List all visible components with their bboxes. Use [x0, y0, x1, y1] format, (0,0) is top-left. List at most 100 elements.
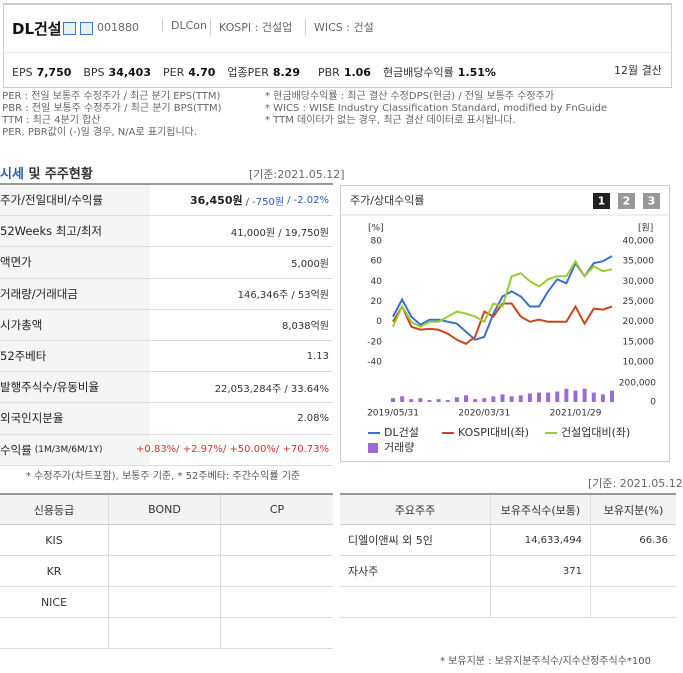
y2-tick-label: 40,000 [623, 237, 655, 247]
cell: 디엘이앤씨 외 5인 [340, 525, 490, 556]
row-value: +0.83%/ +2.97%/ +50.00%/ +70.73% [136, 435, 333, 466]
title-b: 및 주주현황 [23, 167, 93, 182]
cell [0, 618, 108, 649]
header-cell: 주요주주 [340, 495, 490, 525]
row-label: 52Weeks 최고/최저 [0, 216, 150, 248]
x-tick-label: 2019/05/31 [367, 409, 419, 419]
cell [108, 587, 220, 618]
page-button-label[interactable]: 2 [623, 195, 631, 208]
fiscal: 12월 결산 [614, 64, 662, 77]
title-a: 시세 [0, 167, 24, 182]
note: * PER : 전일 보통주 수정주가 / 최근 분기 EPS(TTM) [0, 91, 221, 102]
volume-bar [445, 400, 450, 402]
note: * PBR : 전일 보통주 수정주가 / 최근 분기 BPS(TTM) [0, 103, 222, 114]
divider [3, 52, 670, 53]
chart: 주가/상대수익률 1 2 3 [%] [원] -40 -20 0 20 40 60 80 10,000 15… [340, 185, 670, 462]
header-cell: 신용등급 [0, 495, 108, 525]
cell [590, 587, 676, 618]
volume-bar [391, 398, 395, 402]
icon[interactable] [80, 22, 93, 35]
cell [590, 556, 676, 587]
volume-bar [600, 394, 605, 402]
cell: 371 [490, 556, 590, 587]
date: [기준:2021.05.12] [249, 168, 345, 181]
x-tick-label: 2020/03/31 [458, 409, 510, 419]
page-button [643, 193, 660, 209]
footer: * 보유지분 : 보유지분주식수/지수산정주식수*100 [440, 656, 651, 667]
volume-bar [582, 388, 587, 402]
row-sub: (1M/3M/6M/1Y) [34, 444, 103, 455]
volume-bar [436, 399, 441, 402]
chart-border [340, 185, 670, 462]
volume-bar [464, 395, 468, 402]
volume-bar [537, 392, 541, 402]
note: * WICS : WISE Industry Classification St… [265, 103, 608, 114]
volume-bar [610, 390, 614, 402]
v-tick-label: 200,000 [619, 379, 656, 389]
cell [108, 556, 220, 587]
row-value: 2.08% [150, 403, 333, 435]
note: * PER, PBR값이 (-)일 경우, N/A로 표기됩니다. [0, 127, 198, 138]
wics: WICS : 건설 [305, 19, 374, 35]
y-tick-label: -40 [367, 358, 382, 368]
value-part: / -750원 [245, 196, 285, 208]
volume-bar [591, 392, 596, 402]
y2-tick-label: 15,000 [623, 337, 655, 347]
volume-bar [527, 393, 532, 402]
volume-bar [482, 398, 487, 402]
row-value: 22,053,284주 / 33.64% [150, 372, 333, 404]
rule [0, 183, 333, 185]
y-tick-label: 40 [371, 277, 383, 287]
header-cell: 보유지분(%) [590, 495, 676, 525]
y-axis-label: [%] [368, 224, 384, 234]
metric-value: 1.51% [457, 66, 496, 79]
y2-axis-label: [원] [638, 223, 653, 234]
metric-value: 4.70 [188, 66, 216, 79]
note: * 현금배당수익률 : 최근 결산 수정DPS(현금) / 전일 보통주 수정주… [265, 91, 555, 102]
row-value: 5,000원 [150, 247, 333, 279]
volume-bar [473, 399, 478, 402]
legend-label: 거래량 [384, 441, 414, 454]
volume-bar [518, 395, 523, 402]
y-tick-label: 60 [371, 257, 383, 267]
value-part: 1.13 [306, 350, 329, 362]
y-tick-label: 20 [371, 297, 383, 307]
metric-value: 1.06 [343, 66, 371, 79]
stock-code: 001880 [97, 21, 139, 34]
page-button-label[interactable]: 1 [598, 195, 606, 208]
cell: 66.36 [590, 525, 676, 556]
metric-value: 34,403 [108, 66, 151, 79]
volume-bar [564, 388, 569, 402]
row-label: 주가/전일대비/수익률 [0, 185, 150, 217]
page-button-label[interactable]: 3 [648, 195, 656, 208]
v-tick-label: 0 [650, 398, 656, 408]
legend-swatch [368, 443, 378, 453]
icon[interactable] [63, 22, 76, 35]
volume-bar [427, 400, 432, 402]
value-part: 22,053,284주 / 33.64% [214, 383, 329, 395]
row-label: 52주베타 [0, 341, 150, 373]
row-label: 시가총액 [0, 309, 150, 341]
volume-bar [454, 397, 459, 402]
y2-tick-label: 25,000 [623, 297, 655, 307]
notes-left: * PER : 전일 보통주 수정주가 / 최근 분기 EPS(TTM) * PB… [0, 91, 222, 139]
section-title: 시세 및 주주현황 [0, 163, 93, 182]
lower-date: [기준: 2021.05.12] [588, 477, 683, 490]
value-part: 5,000원 [291, 258, 329, 270]
page-button [618, 193, 635, 209]
metric-value: 7,750 [36, 66, 72, 79]
row-label: 발행주식수/유동비율 [0, 372, 150, 404]
page-button [593, 193, 610, 209]
rule [0, 493, 333, 495]
value-part: +0.83%/ +2.97%/ +50.00%/ +70.73% [136, 444, 329, 456]
line [392, 255, 613, 341]
y-tick-label: 80 [371, 237, 383, 247]
legend-label: KOSPI대비(좌) [458, 426, 529, 439]
row-value: 41,000원 / 19,750원 [150, 216, 333, 248]
volume-bar [418, 398, 423, 402]
value-part: 8,038억원 [281, 321, 329, 333]
volume-bar [500, 394, 505, 402]
cell [220, 556, 333, 587]
metric-key: BPS [83, 66, 105, 79]
